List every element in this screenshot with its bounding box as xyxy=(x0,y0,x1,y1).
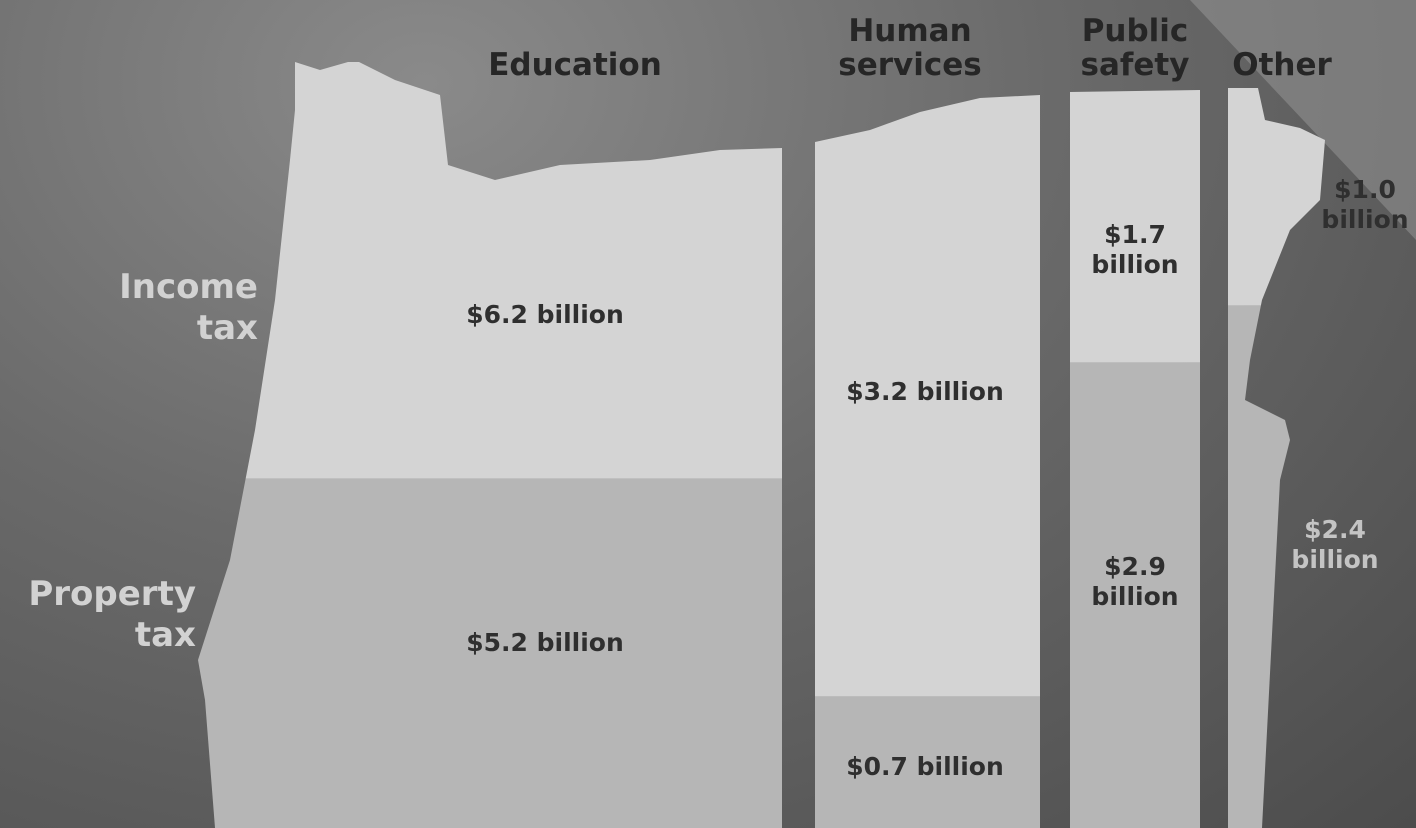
category-label: Education xyxy=(488,46,662,83)
legend-label: Property tax xyxy=(28,574,196,655)
category-label: Other xyxy=(1232,46,1332,83)
category-label: Human services xyxy=(838,12,982,83)
bar-segment xyxy=(815,696,1040,828)
value-label: $0.7 billion xyxy=(846,752,1004,781)
legend-label: Income tax xyxy=(119,267,258,348)
bar-segment xyxy=(198,478,782,828)
value-label: $6.2 billion xyxy=(466,300,624,329)
column xyxy=(198,62,782,828)
value-label: $2.4 billion xyxy=(1291,515,1379,574)
value-label: $3.2 billion xyxy=(846,377,1004,406)
column xyxy=(1070,90,1200,828)
background-shade xyxy=(1190,0,1416,240)
value-label: $5.2 billion xyxy=(466,628,624,657)
bar-segment xyxy=(1070,90,1200,363)
column xyxy=(815,95,1040,828)
bar-segment xyxy=(1070,362,1200,828)
bar-segment xyxy=(815,95,1040,697)
value-label: $1.7 billion xyxy=(1091,220,1179,279)
category-label: Public safety xyxy=(1080,12,1190,83)
value-label: $1.0 billion xyxy=(1321,175,1409,234)
value-label: $2.9 billion xyxy=(1091,552,1179,611)
bar-segment xyxy=(198,62,782,479)
